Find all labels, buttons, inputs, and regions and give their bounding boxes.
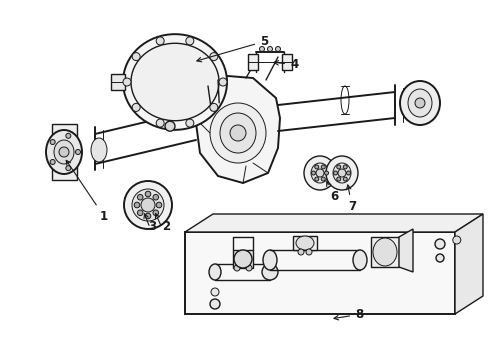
Circle shape <box>75 149 81 154</box>
Circle shape <box>321 177 325 181</box>
Text: 8: 8 <box>333 308 363 321</box>
Circle shape <box>153 194 158 200</box>
Circle shape <box>66 166 71 171</box>
Ellipse shape <box>310 163 328 183</box>
Bar <box>111 74 125 90</box>
Bar <box>232 250 252 268</box>
Circle shape <box>185 37 193 45</box>
Ellipse shape <box>209 103 265 163</box>
Circle shape <box>343 165 346 169</box>
Circle shape <box>132 103 140 111</box>
Circle shape <box>259 46 264 51</box>
Circle shape <box>378 241 383 246</box>
Circle shape <box>156 119 164 127</box>
Circle shape <box>311 171 315 175</box>
Circle shape <box>50 140 55 144</box>
Circle shape <box>346 171 350 175</box>
Ellipse shape <box>91 138 107 162</box>
Circle shape <box>209 53 217 60</box>
Text: 2: 2 <box>162 220 170 233</box>
Circle shape <box>132 53 140 60</box>
Ellipse shape <box>229 125 245 141</box>
Circle shape <box>324 171 328 175</box>
Ellipse shape <box>262 264 278 280</box>
Ellipse shape <box>399 81 439 125</box>
Ellipse shape <box>234 250 251 268</box>
Ellipse shape <box>124 181 172 229</box>
Bar <box>184 232 454 314</box>
Circle shape <box>134 202 140 208</box>
Ellipse shape <box>295 236 313 250</box>
Polygon shape <box>184 214 482 232</box>
Circle shape <box>333 171 337 175</box>
Ellipse shape <box>132 189 163 221</box>
Ellipse shape <box>220 113 256 153</box>
Circle shape <box>452 236 460 244</box>
Circle shape <box>66 133 71 138</box>
Text: 6: 6 <box>326 181 338 203</box>
Ellipse shape <box>131 43 219 121</box>
Text: 3: 3 <box>148 220 156 233</box>
Ellipse shape <box>304 156 335 190</box>
Ellipse shape <box>46 130 82 174</box>
Circle shape <box>164 121 175 131</box>
Circle shape <box>219 78 226 86</box>
Ellipse shape <box>141 198 155 212</box>
Circle shape <box>59 147 69 157</box>
Circle shape <box>314 177 318 181</box>
Polygon shape <box>454 214 482 314</box>
Circle shape <box>234 265 240 271</box>
Circle shape <box>50 159 55 165</box>
Polygon shape <box>52 124 77 180</box>
Text: 4: 4 <box>273 58 298 71</box>
Circle shape <box>209 299 220 309</box>
Polygon shape <box>398 229 412 272</box>
Circle shape <box>137 194 142 200</box>
Circle shape <box>185 119 193 127</box>
Ellipse shape <box>325 156 357 190</box>
Circle shape <box>305 249 311 255</box>
Text: 1: 1 <box>66 160 108 223</box>
Circle shape <box>336 177 340 181</box>
Circle shape <box>153 210 158 216</box>
Circle shape <box>123 78 131 86</box>
Circle shape <box>434 239 444 249</box>
Circle shape <box>275 46 280 51</box>
Circle shape <box>145 213 150 219</box>
Circle shape <box>210 288 219 296</box>
Bar <box>370 237 398 267</box>
Circle shape <box>343 177 346 181</box>
Bar <box>292 236 316 250</box>
Circle shape <box>337 169 346 177</box>
Circle shape <box>297 249 304 255</box>
Text: 5: 5 <box>197 35 268 62</box>
Circle shape <box>336 165 340 169</box>
Ellipse shape <box>407 89 431 117</box>
Ellipse shape <box>372 238 396 266</box>
Circle shape <box>378 258 383 263</box>
Ellipse shape <box>332 163 350 183</box>
Bar <box>282 54 291 70</box>
Ellipse shape <box>263 250 276 270</box>
Circle shape <box>156 202 162 208</box>
Circle shape <box>414 98 424 108</box>
Circle shape <box>390 249 395 255</box>
Circle shape <box>245 265 251 271</box>
Polygon shape <box>196 76 280 183</box>
Ellipse shape <box>123 34 226 130</box>
Circle shape <box>435 254 443 262</box>
Circle shape <box>314 165 318 169</box>
Circle shape <box>137 210 142 216</box>
Circle shape <box>267 46 272 51</box>
Bar <box>247 54 258 70</box>
Circle shape <box>156 37 164 45</box>
Circle shape <box>315 169 324 177</box>
Ellipse shape <box>54 140 74 164</box>
Circle shape <box>209 103 217 111</box>
Circle shape <box>145 191 150 197</box>
Ellipse shape <box>352 250 366 270</box>
Circle shape <box>321 165 325 169</box>
Ellipse shape <box>208 264 221 280</box>
Text: 7: 7 <box>346 185 355 213</box>
